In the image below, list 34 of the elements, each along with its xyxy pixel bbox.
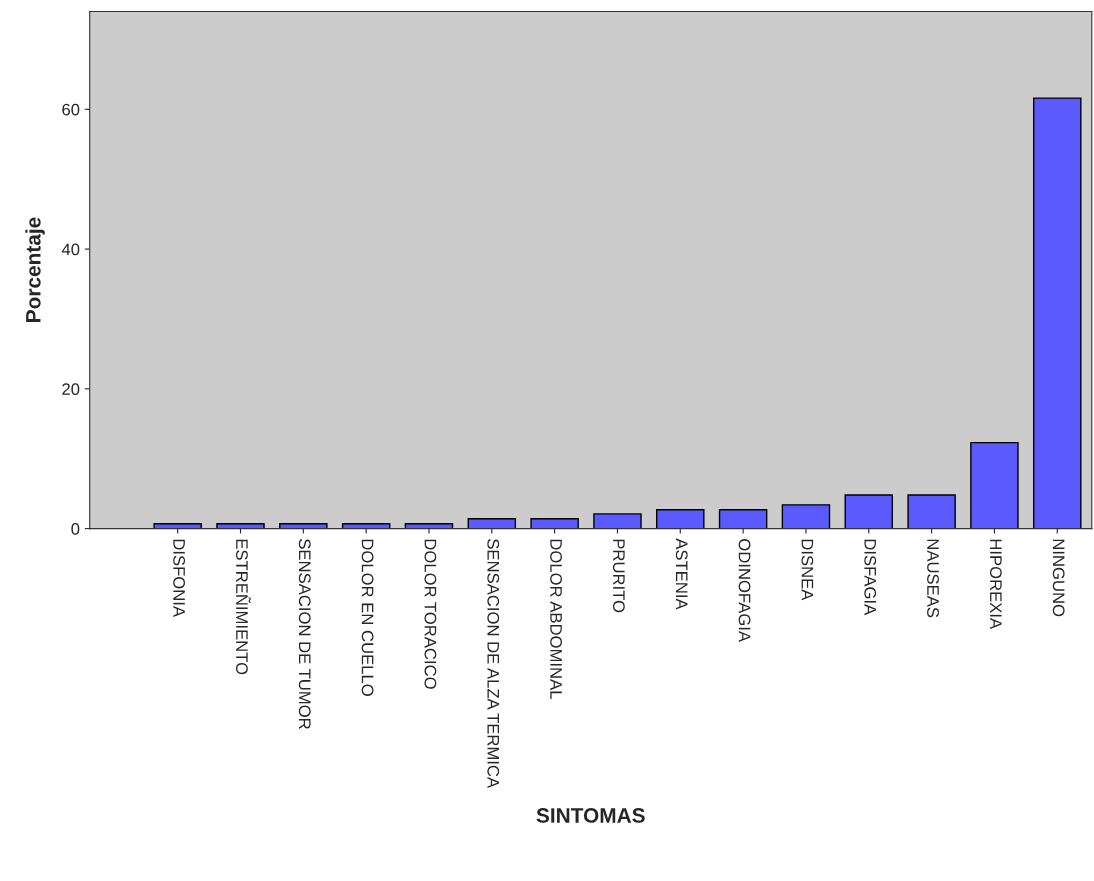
bar <box>593 513 642 529</box>
x-tick-label: NAUSEAS <box>927 539 939 618</box>
x-tick-label: DISNEA <box>801 539 814 601</box>
bar <box>718 509 768 529</box>
bar <box>781 504 831 529</box>
bar <box>153 523 202 529</box>
x-tick-label: ESTREÑIMIENTO <box>236 539 251 675</box>
x-tick-label: DOLOR EN CUELLO <box>361 539 374 696</box>
x-tick-label: HIPOREXIA <box>989 539 1002 630</box>
x-tick-label: DISFONIA <box>173 539 185 617</box>
bar <box>656 509 705 529</box>
y-tick-label: 60 <box>62 103 80 116</box>
bar <box>216 523 265 529</box>
x-tick-label: DOLOR TORACICO <box>424 539 437 689</box>
bar <box>530 518 579 529</box>
bar <box>844 494 894 529</box>
x-tick-label: SENSACION DE TUMOR <box>298 539 311 729</box>
x-tick-label: DISFAGIA <box>864 539 877 616</box>
y-axis-title: Porcentaje <box>25 217 45 322</box>
x-tick-label: SENSACION DE ALZA TERMICA <box>487 539 500 789</box>
y-tick-label: 20 <box>62 383 80 396</box>
x-tick-label: PRURITO <box>612 539 625 613</box>
x-tick-label: ASTENIA <box>675 538 688 610</box>
y-tick-label: 0 <box>71 523 80 535</box>
bar <box>907 494 956 529</box>
y-tick-label: 40 <box>61 243 80 256</box>
x-axis-title: SINTOMAS <box>536 808 645 823</box>
x-tick-label: NINGUNO <box>1052 539 1065 617</box>
bar <box>1033 97 1082 529</box>
bar <box>970 441 1019 529</box>
x-tick-label: DOLOR ABDOMINAL <box>550 539 562 699</box>
bar <box>279 523 328 529</box>
x-tick-label: ODINOFAGIA <box>738 539 751 643</box>
bar <box>467 518 517 529</box>
